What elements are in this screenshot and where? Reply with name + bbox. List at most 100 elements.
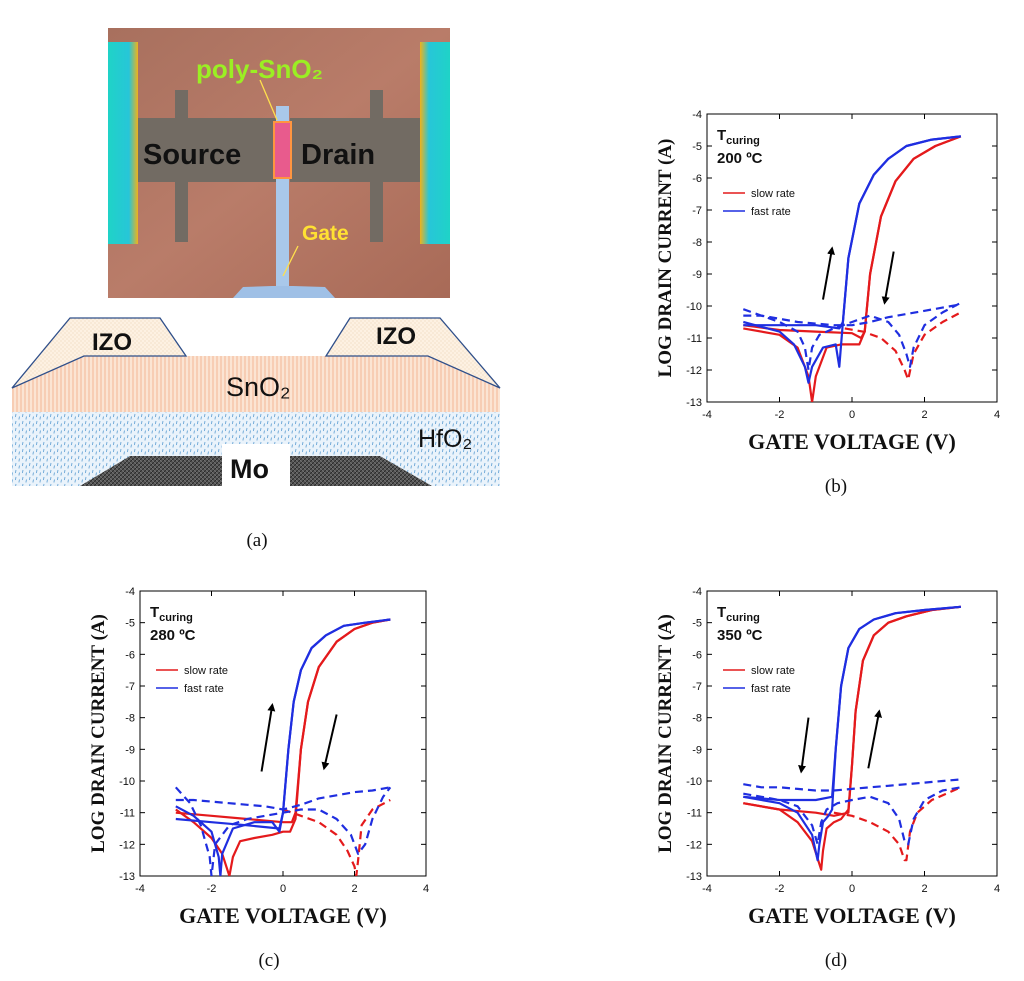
x-tick-label: -4 [702, 883, 712, 895]
annotation-subscript: curing [726, 135, 760, 147]
legend-label: slow rate [751, 188, 795, 200]
source-electrode [138, 90, 278, 242]
x-tick-label: -4 [702, 409, 712, 421]
left-pad [108, 42, 138, 244]
series-fast-solid [175, 618, 391, 830]
legend-label: slow rate [751, 665, 795, 677]
annotation-temperature: 200 ºC [717, 150, 763, 167]
gate-label: Gate [302, 222, 349, 245]
y-tick-label: -9 [692, 269, 702, 281]
device-cross-section: IZO IZO SnO₂ HfO₂ Mo [11, 317, 501, 486]
y-tick-label: -10 [686, 301, 702, 313]
source-label: Source [143, 139, 241, 171]
caption-c: (c) [258, 950, 279, 971]
sweep-arrow [881, 251, 895, 305]
y-tick-label: -11 [120, 808, 135, 820]
drain-label: Drain [301, 139, 375, 171]
annotation-subscript: curing [726, 612, 760, 624]
legend-label: slow rate [184, 665, 228, 677]
chart-panel-d: -4 -2 0 2 4 -4 -5 -6 -7 -8 -9 -10 -11 -12 -13 GATE VOLT… [655, 586, 1000, 971]
series-fast-dashed [175, 786, 391, 811]
hfo2-label: HfO₂ [418, 425, 472, 453]
gate-pad [233, 286, 335, 298]
chart-panel-b: -4 -2 0 2 4 -4 -5 -6 -7 -8 -9 -10 -11 -12 -13 GATE VOLT… [655, 109, 1000, 497]
y-tick-label: -6 [692, 173, 702, 185]
x-tick-label: -2 [775, 883, 785, 895]
y-tick-label: -13 [119, 871, 135, 883]
y-tick-label: -4 [692, 586, 702, 598]
annotation-temperature: 280 ºC [150, 627, 196, 644]
y-tick-label: -5 [692, 141, 702, 153]
x-tick-label: 4 [423, 883, 429, 895]
annotation-t: T [717, 604, 726, 621]
series-fast-dashed [742, 301, 962, 372]
mo-label-box [222, 444, 290, 486]
x-tick-label: 0 [849, 409, 855, 421]
poly-sno2-label: poly-SnO₂ [196, 54, 323, 84]
x-tick-label: -2 [775, 409, 785, 421]
sno2-label: SnO₂ [226, 372, 291, 402]
y-tick-label: -4 [692, 109, 702, 121]
izo-right-label: IZO [376, 323, 416, 350]
x-tick-label: 0 [280, 883, 286, 895]
gate-leader-line [282, 245, 299, 277]
series-fast-solid [175, 618, 391, 876]
x-tick-label: -2 [207, 883, 217, 895]
y-tick-label: -6 [692, 649, 702, 661]
series-slow-dashed [282, 799, 391, 876]
x-axis-title: GATE VOLTAGE (V) [748, 903, 956, 928]
y-tick-label: -5 [125, 618, 135, 630]
annotation-temperature: 350 ºC [717, 627, 763, 644]
y-axis-title: LOG DRAIN CURRENT (A) [655, 139, 676, 378]
y-tick-label: -9 [125, 744, 135, 756]
y-tick-label: -12 [686, 365, 702, 377]
y-tick-label: -7 [692, 205, 702, 217]
legend-label: fast rate [751, 206, 791, 218]
legend-label: fast rate [751, 683, 791, 695]
device-micrograph: poly-SnO₂ Source Drain Gate [108, 28, 450, 298]
y-tick-label: -8 [125, 713, 135, 725]
drain-electrode [290, 90, 420, 242]
legend-label: fast rate [184, 683, 224, 695]
y-tick-label: -10 [119, 776, 135, 788]
y-tick-label: -10 [686, 776, 702, 788]
y-axis-title: LOG DRAIN CURRENT (A) [655, 614, 676, 853]
y-tick-label: -4 [125, 586, 135, 598]
series-fast-solid [743, 135, 961, 384]
x-tick-label: 2 [921, 883, 927, 895]
x-tick-label: -4 [135, 883, 145, 895]
x-tick-label: 2 [921, 409, 927, 421]
y-tick-label: -8 [692, 713, 702, 725]
series-fast-dashed [743, 303, 961, 327]
series-fast-dashed [743, 778, 961, 792]
series-slow-solid [743, 135, 962, 402]
izo-left-layer [11, 317, 188, 389]
x-tick-label: 4 [994, 883, 1000, 895]
x-tick-label: 4 [994, 409, 1000, 421]
y-tick-label: -7 [692, 681, 702, 693]
y-tick-label: -5 [692, 618, 702, 630]
plot-area [743, 605, 962, 871]
y-tick-label: -12 [686, 839, 702, 851]
y-tick-label: -13 [686, 397, 702, 409]
right-pad [420, 42, 450, 244]
series-fast-dashed [174, 786, 392, 876]
sweep-arrow [822, 246, 835, 300]
series-slow-solid [175, 618, 391, 876]
series-slow-solid [743, 135, 962, 340]
y-axis-title: LOG DRAIN CURRENT (A) [88, 614, 109, 853]
y-tick-label: -8 [692, 237, 702, 249]
mo-label: Mo [230, 454, 269, 484]
poly-sno2-channel [273, 121, 292, 179]
series-fast-solid [743, 135, 961, 330]
y-tick-label: -7 [125, 681, 135, 693]
caption-b: (b) [825, 476, 847, 497]
series-fast-dashed [743, 786, 961, 846]
x-tick-label: 0 [849, 883, 855, 895]
y-tick-label: -11 [687, 808, 702, 820]
poly-leader-line [259, 79, 278, 121]
caption-a: (a) [246, 530, 267, 551]
series-slow-solid [743, 605, 961, 871]
x-tick-label: 2 [351, 883, 357, 895]
